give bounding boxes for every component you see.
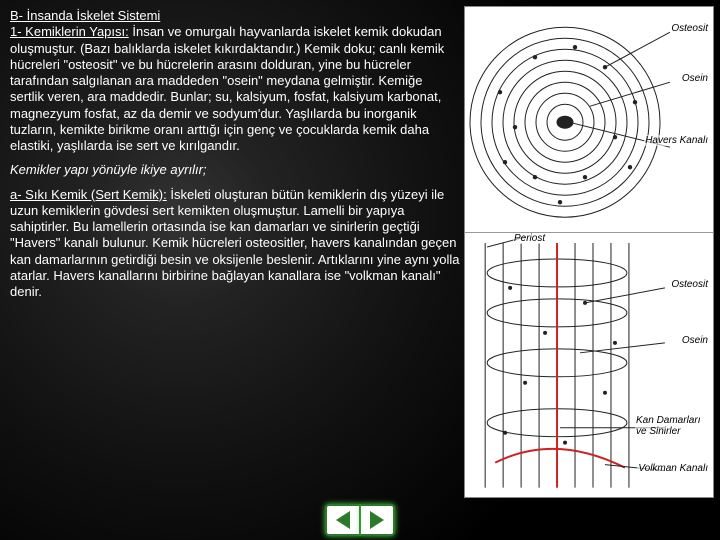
paragraph-2: a- Sıkı Kemik (Sert Kemik): İskeleti olu…: [10, 187, 460, 301]
diagram-cross-section: Osteosit Osein Havers Kanalı: [465, 7, 713, 233]
longitudinal-svg: [465, 233, 713, 498]
cross-section-svg: [465, 7, 713, 232]
paragraph-1: B- İnsanda İskelet Sistemi 1- Kemiklerin…: [10, 8, 460, 154]
label-osteosit-top: Osteosit: [670, 23, 709, 34]
label-kan-damarlari: Kan Damarları ve Sinirler: [635, 415, 709, 437]
label-volkman: Volkman Kanalı: [637, 463, 709, 474]
label-havers: Havers Kanalı: [644, 135, 709, 146]
diagram-longitudinal: Periost Osteosit Osein Kan Damarları ve …: [465, 233, 713, 498]
heading-b: B- İnsanda İskelet Sistemi: [10, 8, 160, 23]
prev-button[interactable]: [325, 504, 361, 536]
bone-diagram-figure: Osteosit Osein Havers Kanalı: [464, 6, 714, 498]
para1-body: İnsan ve omurgalı hayvanlarda iskelet ke…: [10, 24, 444, 153]
separator-line: Kemikler yapı yönüyle ikiye ayrılır;: [10, 162, 460, 178]
label-osein-bot: Osein: [681, 335, 709, 346]
label-osein-top: Osein: [681, 73, 709, 84]
slide-nav: [325, 504, 395, 536]
para2-body: İskeleti oluşturan bütün kemiklerin dış …: [10, 187, 459, 300]
triangle-left-icon: [336, 511, 350, 529]
label-osteosit-bot: Osteosit: [670, 279, 709, 290]
subheading-1: 1- Kemiklerin Yapısı:: [10, 24, 129, 39]
next-button[interactable]: [361, 504, 395, 536]
triangle-right-icon: [370, 511, 384, 529]
subheading-a: a- Sıkı Kemik (Sert Kemik):: [10, 187, 167, 202]
text-column: B- İnsanda İskelet Sistemi 1- Kemiklerin…: [10, 8, 460, 308]
label-periost: Periost: [513, 233, 546, 244]
